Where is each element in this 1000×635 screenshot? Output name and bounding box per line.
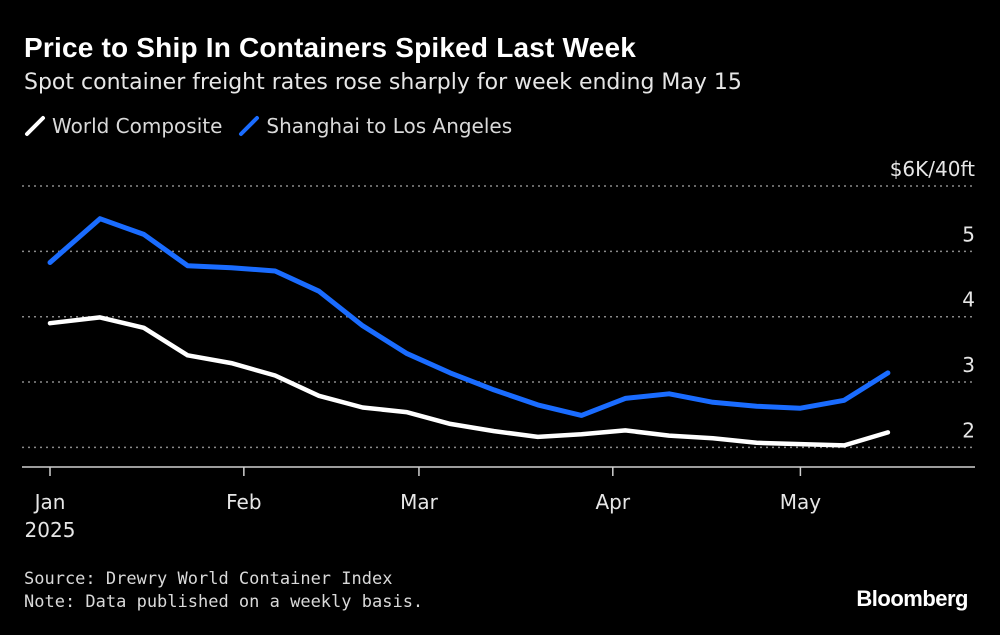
x-tick-label: Apr: [595, 490, 630, 514]
legend-swatch-shanghai: [239, 116, 260, 136]
x-tick-label: Mar: [400, 490, 439, 514]
legend: World Composite Shanghai to Los Angeles: [24, 114, 528, 138]
legend-label-shanghai: Shanghai to Los Angeles: [266, 114, 513, 138]
y-tick-label: 5: [962, 222, 975, 246]
y-tick-label: 2: [962, 418, 975, 442]
bloomberg-logo: Bloomberg: [856, 586, 968, 611]
footer: Source: Drewry World Container Index Not…: [24, 568, 423, 614]
x-tick-label: May: [780, 490, 822, 514]
legend-swatch-world: [25, 116, 45, 136]
y-tick-label: 4: [962, 288, 975, 312]
source-note: Source: Drewry World Container Index: [24, 569, 393, 589]
series-line-world-composite: [47, 315, 891, 448]
x-tick-label: Jan: [33, 490, 66, 514]
data-note: Note: Data published on a weekly basis.: [24, 592, 424, 612]
legend-label-world: World Composite: [52, 114, 223, 138]
chart-title: Price to Ship In Containers Spiked Last …: [24, 32, 636, 63]
chart-subtitle: Spot container freight rates rose sharpl…: [24, 70, 742, 95]
series-line-shanghai-la: [47, 216, 891, 418]
legend-item-shanghai: Shanghai to Los Angeles: [238, 114, 512, 138]
y-axis-unit-label: $6K/40ft: [890, 157, 975, 181]
x-tick-label: Feb: [226, 490, 261, 514]
y-tick-label: 3: [962, 353, 975, 377]
legend-item-world: World Composite: [24, 114, 222, 138]
line-chart: $6K/40ft 5 4 3 2 Jan 2025 Feb Mar Apr May: [22, 157, 975, 542]
x-tick-sublabel: 2025: [25, 518, 76, 542]
